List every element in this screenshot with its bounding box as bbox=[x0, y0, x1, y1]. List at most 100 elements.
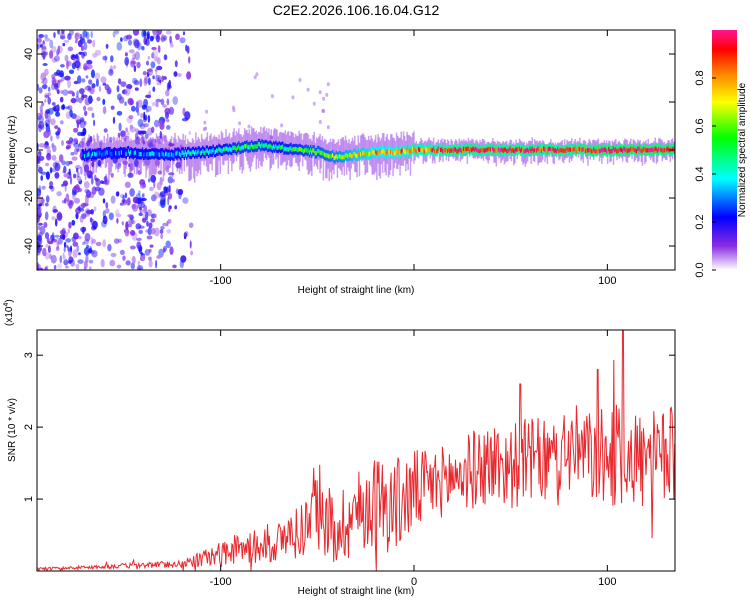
spectrogram-noise-cell bbox=[59, 96, 64, 103]
spectrogram-ridge-cell bbox=[167, 153, 169, 158]
spectrogram-ridge-cell bbox=[355, 153, 357, 158]
spectrogram-ridge-cell bbox=[343, 155, 346, 160]
spectrogram-ridge-cell bbox=[405, 150, 407, 155]
spectrogram-ridge-cell bbox=[321, 150, 324, 156]
spectrogram-ridge-cell bbox=[475, 147, 478, 152]
spectrogram-ridge-cell bbox=[529, 146, 531, 152]
spectrogram-noise-cell bbox=[318, 90, 322, 95]
spectrogram-noise-cell bbox=[50, 135, 53, 142]
spectrogram-ridge-cell bbox=[537, 146, 539, 151]
spectrogram-ridge-cell bbox=[130, 150, 132, 155]
spectrogram-noise-cell bbox=[124, 136, 127, 143]
spectrogram-noise-cell bbox=[67, 79, 71, 89]
spectrogram-noise-cell bbox=[94, 49, 102, 56]
spectrogram-noise-cell bbox=[67, 105, 73, 111]
spectrogram-ridge-cell bbox=[205, 148, 208, 153]
spectrogram-noise-cell bbox=[62, 89, 69, 96]
spectrogram-ridge-cell bbox=[419, 147, 421, 152]
spectrogram-noise-cell bbox=[179, 37, 186, 44]
spectrogram-ridge-cell bbox=[504, 147, 507, 152]
spectrogram-noise-cell bbox=[95, 78, 99, 87]
spectrogram-halo bbox=[145, 139, 147, 178]
spectrogram-ridge-cell bbox=[538, 147, 540, 153]
spectrogram-noise-cell bbox=[232, 108, 236, 113]
spectrogram-noise-cell bbox=[325, 92, 329, 97]
spectrogram-noise-cell bbox=[153, 191, 160, 199]
spectrogram-noise-cell bbox=[127, 197, 131, 206]
spectrogram-ridge-cell bbox=[451, 147, 453, 153]
spectrogram-ridge-cell bbox=[269, 143, 271, 148]
spectrogram-ridge-cell bbox=[312, 148, 314, 153]
spectrogram-noise-cell bbox=[52, 105, 59, 112]
spectrogram-ridge-cell bbox=[493, 148, 495, 153]
spectrogram-halo bbox=[303, 134, 305, 157]
spectrogram-noise-cell bbox=[76, 171, 80, 178]
spectrogram-noise-cell bbox=[142, 192, 145, 199]
spectrogram-ridge-cell bbox=[624, 147, 626, 152]
spectrogram-noise-cell bbox=[166, 100, 170, 104]
spectrogram-noise-cell bbox=[69, 109, 73, 118]
spectrogram-noise-cell bbox=[100, 259, 105, 268]
spectrogram-ridge-cell bbox=[159, 152, 161, 157]
spectrogram-halo bbox=[257, 131, 260, 169]
spectrogram-ridge-cell bbox=[374, 149, 377, 154]
spectrogram-ridge-cell bbox=[593, 147, 595, 152]
snr-xlabel: Height of straight line (km) bbox=[298, 586, 415, 597]
snr-ticks: -100 0 100 1 2 3 bbox=[23, 330, 675, 588]
spectrogram-halo bbox=[159, 136, 161, 159]
colorbar-label: Normalized spectral amplitude bbox=[737, 82, 748, 217]
spectrogram-ridge-cell bbox=[345, 153, 348, 158]
spectrogram-noise-cell bbox=[162, 222, 168, 227]
spectrogram-noise-cell bbox=[57, 80, 61, 85]
spectrogram-noise-cell bbox=[51, 76, 56, 86]
spectrogram-noise-cell bbox=[37, 236, 41, 240]
spectrogram-ridge-cell bbox=[528, 149, 530, 154]
spectrogram-ridge-cell bbox=[123, 150, 125, 155]
spectrogram-ridge-cell bbox=[627, 148, 630, 153]
spectrogram-ridge-cell bbox=[209, 149, 211, 154]
spectrogram-noise-cell bbox=[38, 185, 42, 193]
spectrogram-ridge-cell bbox=[220, 148, 223, 153]
spectrogram-ridge-cell bbox=[184, 150, 187, 155]
spectrogram-halo bbox=[217, 138, 219, 175]
spectrogram-noise-cell bbox=[83, 63, 88, 71]
spectrogram-ridge-cell bbox=[600, 148, 602, 153]
spectrogram-ridge-cell bbox=[450, 148, 452, 153]
spectrogram-ridge-cell bbox=[182, 150, 184, 155]
spectrogram-ridge-cell bbox=[306, 148, 308, 153]
spectrogram-halo bbox=[349, 143, 351, 180]
spectrogram-halo bbox=[274, 127, 276, 153]
spectrogram-ridge-cell bbox=[318, 149, 320, 154]
spectrogram-ridge-cell bbox=[426, 148, 428, 153]
spectrogram-noise-cell bbox=[177, 188, 184, 196]
spectrogram-ridge-cell bbox=[495, 148, 498, 153]
spectrogram-noise-cell bbox=[255, 72, 259, 77]
spectrogram-ridge-cell bbox=[466, 146, 469, 152]
colorbar-ticks: 0.0 0.2 0.4 0.6 0.8 bbox=[694, 70, 716, 278]
spectrogram-noise-cell bbox=[132, 196, 139, 204]
spectrogram-ridge-cell bbox=[249, 144, 252, 150]
spectrogram-noise-cell bbox=[155, 68, 158, 77]
spectrogram-noise-cell bbox=[149, 244, 154, 248]
spectrogram-noise-cell bbox=[110, 55, 114, 63]
spectrogram-ridge-cell bbox=[660, 147, 662, 152]
spectrogram-ridge-cell bbox=[511, 148, 514, 153]
spectrogram-noise-cell bbox=[141, 193, 145, 198]
spectrogram-noise-cell bbox=[76, 65, 80, 71]
spectrogram-halo bbox=[190, 142, 192, 180]
spectrogram-noise-cell bbox=[126, 84, 133, 90]
spectrogram-noise-cell bbox=[143, 114, 148, 121]
spectrogram-ridge-cell bbox=[655, 147, 658, 152]
spectrogram-noise-cell bbox=[166, 125, 171, 130]
spectrogram-noise-cell bbox=[89, 266, 92, 270]
spectrogram-ridge-cell bbox=[141, 150, 144, 155]
spectrogram-ridge-cell bbox=[285, 147, 288, 152]
spectrogram-noise-cell bbox=[50, 254, 57, 264]
snr-panel: -100 0 100 1 2 3 Height of straight line (km)… bbox=[3, 299, 676, 597]
spectrogram-ridge-cell bbox=[407, 150, 409, 155]
spectrogram-noise-cell bbox=[41, 102, 45, 107]
spectrogram-ridge-cell bbox=[236, 145, 239, 151]
spectrogram-noise-cell bbox=[79, 33, 83, 39]
spectrogram-ridge-cell bbox=[421, 148, 423, 153]
spectrogram-noise-cell bbox=[51, 102, 56, 106]
